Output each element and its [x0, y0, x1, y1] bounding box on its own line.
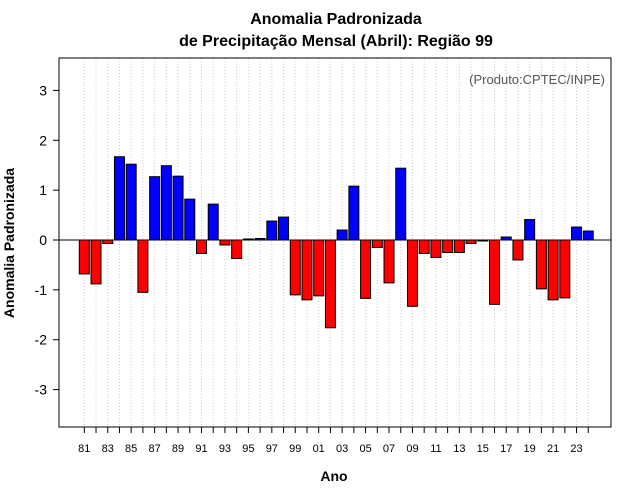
bar-2019 [524, 219, 536, 241]
bar-2008 [395, 167, 407, 241]
bar-1987 [149, 176, 161, 241]
x-tick-label: 83 [102, 443, 114, 455]
y-tick-label: 3 [39, 82, 47, 98]
x-tick-label: 97 [266, 443, 278, 455]
bar-2021 [547, 239, 559, 301]
bar-2013 [453, 239, 465, 253]
x-tick-label: 81 [78, 443, 90, 455]
x-tick-label: 15 [477, 443, 489, 455]
x-tick-label: 23 [570, 443, 582, 455]
y-tick-label: 2 [39, 132, 47, 148]
bar-2006 [371, 239, 383, 248]
bar-1989 [172, 175, 184, 241]
bar-2000 [301, 239, 313, 301]
x-tick-label: 91 [195, 443, 207, 455]
bar-1999 [289, 239, 301, 296]
bar-1991 [196, 239, 207, 254]
bar-1992 [207, 203, 219, 241]
bar-2020 [535, 239, 547, 290]
y-tick-label: -2 [35, 332, 48, 348]
bar-2010 [418, 239, 430, 254]
x-tick-label: 21 [547, 443, 559, 455]
bar-1998 [278, 216, 290, 241]
x-tick-label: 03 [336, 443, 348, 455]
bar-1982 [90, 239, 102, 285]
bar-2001 [313, 239, 325, 297]
x-tick-label: 99 [289, 443, 301, 455]
x-tick-label: 09 [406, 443, 418, 455]
y-axis: -3 -2 -1 0 1 2 3 [35, 82, 59, 398]
bar-2012 [442, 239, 454, 253]
bar-1988 [160, 165, 172, 241]
plot-frame [58, 57, 612, 428]
x-tick-label: 93 [219, 443, 231, 455]
bar-2011 [430, 239, 442, 258]
bar-2022 [559, 239, 571, 299]
x-tick-label: 89 [172, 443, 184, 455]
y-tick-label: 0 [39, 232, 47, 248]
x-tick-label: 13 [453, 443, 465, 455]
y-axis-title: Anomalia Padronizada [1, 168, 17, 318]
bar-2016 [489, 239, 500, 305]
bar-2024 [582, 230, 594, 241]
bar-1984 [113, 156, 125, 241]
bars-group [78, 156, 594, 329]
x-tick-label: 95 [242, 443, 254, 455]
bar-2002 [324, 239, 336, 329]
bar-1997 [266, 220, 278, 241]
x-tick-label: 07 [383, 443, 395, 455]
x-tick-label: 01 [313, 443, 325, 455]
x-tick-label: 11 [430, 443, 441, 455]
bar-1983 [102, 239, 114, 244]
chart-title-line2: de Precipitação Mensal (Abril): Região 9… [179, 33, 493, 50]
bar-2004 [348, 185, 360, 241]
bar-2007 [383, 239, 395, 284]
x-tick-label: 85 [125, 443, 137, 455]
bar-1994 [231, 239, 243, 259]
credit-text: (Produto:CPTEC/INPE) [469, 72, 605, 87]
bar-1993 [219, 239, 231, 246]
bar-1981 [78, 239, 90, 275]
bar-2023 [571, 226, 583, 241]
y-tick-label: 1 [39, 182, 47, 198]
bar-2014 [465, 239, 477, 244]
x-axis: 81 83 85 87 89 91 93 95 97 99 01 03 05 07 09 11 13 15 17 19… [78, 427, 589, 455]
bar-2005 [360, 239, 372, 299]
bar-2003 [336, 229, 348, 241]
bar-2018 [512, 239, 524, 261]
bar-2009 [406, 239, 418, 307]
y-tick-label: -1 [35, 282, 48, 298]
bar-1986 [137, 239, 149, 293]
x-tick-label: 05 [359, 443, 371, 455]
y-tick-label: -3 [35, 382, 48, 398]
x-tick-label: 87 [148, 443, 160, 455]
x-tick-label: 19 [524, 443, 536, 455]
x-axis-title: Ano [320, 468, 347, 484]
x-tick-label: 17 [500, 443, 512, 455]
bar-1985 [125, 163, 137, 241]
bar-1990 [184, 198, 196, 241]
chart-title-line1: Anomalia Padronizada [250, 11, 422, 28]
